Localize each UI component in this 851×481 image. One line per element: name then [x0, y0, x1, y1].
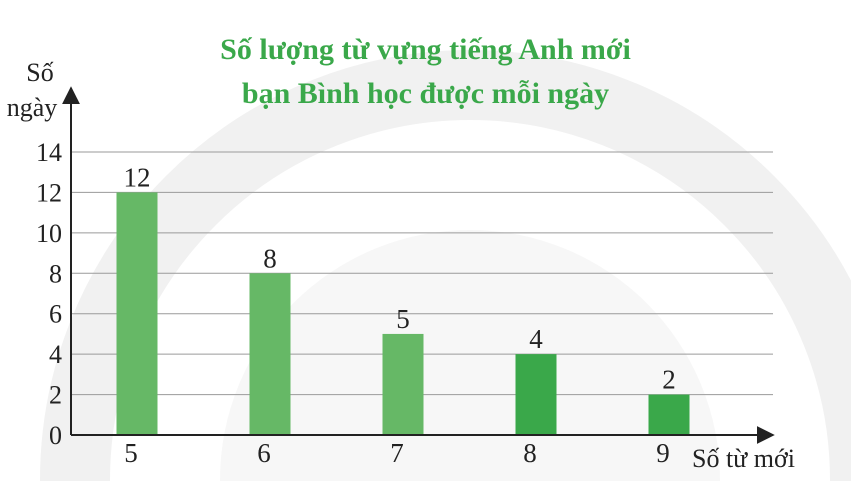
y-tick-label: 2	[49, 381, 62, 410]
x-tick-label: 6	[257, 438, 271, 468]
x-tick-label: 8	[523, 438, 537, 468]
y-tick-label: 4	[49, 340, 62, 369]
data-label: 2	[662, 365, 676, 395]
data-label: 5	[396, 304, 410, 334]
bar	[515, 354, 557, 435]
chart-title-line-2: bạn Bình học được mỗi ngày	[241, 77, 610, 110]
y-tick-label: 6	[49, 300, 62, 329]
bar	[249, 273, 291, 435]
chart-title-line-1: Số lượng từ vựng tiếng Anh mới	[220, 33, 631, 66]
y-tick-label: 0	[49, 421, 62, 450]
data-label: 12	[124, 162, 151, 192]
data-label: 8	[263, 243, 277, 273]
x-tick-label: 9	[656, 438, 670, 468]
y-axis-label-line-2: ngày	[7, 93, 58, 122]
bar	[648, 394, 690, 435]
data-label: 4	[529, 324, 543, 354]
x-tick-label: 7	[390, 438, 404, 468]
x-tick-label: 5	[124, 438, 138, 468]
y-axis-label-line-1: Số	[26, 58, 53, 87]
y-tick-label: 14	[36, 138, 62, 167]
x-axis-label: Số từ mới	[692, 444, 795, 473]
bar	[116, 192, 158, 435]
y-tick-label: 8	[49, 259, 62, 288]
bar	[382, 333, 424, 435]
y-tick-label: 12	[36, 178, 62, 207]
y-tick-label: 10	[36, 219, 62, 248]
